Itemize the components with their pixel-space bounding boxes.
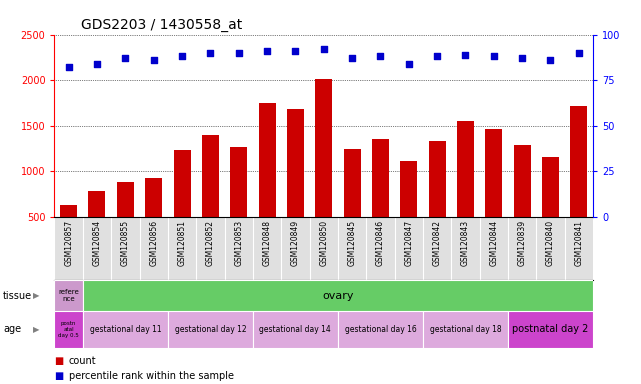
Bar bbox=[117, 182, 134, 263]
Point bbox=[121, 55, 131, 61]
Bar bbox=[513, 145, 531, 263]
Point bbox=[233, 50, 244, 56]
Point bbox=[205, 50, 215, 56]
Point bbox=[574, 50, 584, 56]
Point bbox=[404, 61, 414, 67]
Text: age: age bbox=[3, 324, 21, 334]
Point bbox=[375, 53, 385, 60]
Bar bbox=[508, 311, 593, 348]
Bar bbox=[287, 109, 304, 263]
Bar bbox=[344, 149, 360, 263]
Point bbox=[488, 53, 499, 60]
Bar bbox=[400, 161, 417, 263]
Bar bbox=[174, 151, 190, 263]
Text: ▶: ▶ bbox=[33, 291, 40, 300]
Text: GSM120857: GSM120857 bbox=[64, 220, 73, 266]
Bar bbox=[253, 311, 338, 348]
Text: GSM120850: GSM120850 bbox=[319, 220, 328, 266]
Text: GSM120852: GSM120852 bbox=[206, 220, 215, 266]
Bar bbox=[457, 121, 474, 263]
Point bbox=[149, 57, 159, 63]
Text: GSM120845: GSM120845 bbox=[347, 220, 356, 266]
Text: GSM120841: GSM120841 bbox=[574, 220, 583, 266]
Text: GSM120843: GSM120843 bbox=[461, 220, 470, 266]
Text: ■: ■ bbox=[54, 356, 63, 366]
Text: GSM120839: GSM120839 bbox=[517, 220, 526, 266]
Text: gestational day 12: gestational day 12 bbox=[174, 325, 246, 334]
Bar bbox=[60, 205, 77, 263]
Text: postn
atal
day 0.5: postn atal day 0.5 bbox=[58, 321, 79, 338]
Bar bbox=[54, 311, 83, 348]
Point bbox=[262, 48, 272, 54]
Text: refere
nce: refere nce bbox=[58, 289, 79, 302]
Text: gestational day 14: gestational day 14 bbox=[260, 325, 331, 334]
Bar bbox=[88, 190, 106, 263]
Bar bbox=[542, 157, 559, 263]
Text: ■: ■ bbox=[54, 371, 63, 381]
Text: GSM120855: GSM120855 bbox=[121, 220, 130, 266]
Bar bbox=[168, 311, 253, 348]
Text: GSM120849: GSM120849 bbox=[291, 220, 300, 266]
Text: percentile rank within the sample: percentile rank within the sample bbox=[69, 371, 233, 381]
Bar bbox=[230, 147, 247, 263]
Bar bbox=[570, 106, 587, 263]
Bar bbox=[202, 135, 219, 263]
Point bbox=[545, 57, 556, 63]
Bar bbox=[315, 79, 332, 263]
Bar bbox=[54, 280, 83, 311]
Text: postnatal day 2: postnatal day 2 bbox=[512, 324, 588, 334]
Bar bbox=[83, 311, 168, 348]
Text: GSM120848: GSM120848 bbox=[263, 220, 272, 266]
Text: tissue: tissue bbox=[3, 291, 32, 301]
Text: ovary: ovary bbox=[322, 291, 354, 301]
Text: gestational day 16: gestational day 16 bbox=[344, 325, 416, 334]
Point bbox=[63, 65, 74, 71]
Bar bbox=[429, 141, 445, 263]
Text: GSM120847: GSM120847 bbox=[404, 220, 413, 266]
Text: GDS2203 / 1430558_at: GDS2203 / 1430558_at bbox=[81, 18, 243, 32]
Text: GSM120844: GSM120844 bbox=[489, 220, 498, 266]
Bar bbox=[145, 178, 162, 263]
Point bbox=[460, 51, 470, 58]
Point bbox=[319, 46, 329, 52]
Point bbox=[92, 61, 102, 67]
Point bbox=[177, 53, 187, 60]
Text: GSM120854: GSM120854 bbox=[92, 220, 101, 266]
Text: GSM120842: GSM120842 bbox=[433, 220, 442, 266]
Bar bbox=[372, 139, 389, 263]
Bar bbox=[485, 129, 503, 263]
Text: GSM120846: GSM120846 bbox=[376, 220, 385, 266]
Point bbox=[290, 48, 301, 54]
Bar bbox=[258, 103, 276, 263]
Text: GSM120853: GSM120853 bbox=[234, 220, 243, 266]
Point bbox=[517, 55, 527, 61]
Text: gestational day 18: gestational day 18 bbox=[429, 325, 501, 334]
Text: gestational day 11: gestational day 11 bbox=[90, 325, 161, 334]
Text: ▶: ▶ bbox=[33, 325, 40, 334]
Text: GSM120840: GSM120840 bbox=[546, 220, 555, 266]
Bar bbox=[423, 311, 508, 348]
Point bbox=[347, 55, 357, 61]
Text: GSM120851: GSM120851 bbox=[178, 220, 187, 266]
Text: count: count bbox=[69, 356, 96, 366]
Bar bbox=[338, 311, 423, 348]
Text: GSM120856: GSM120856 bbox=[149, 220, 158, 266]
Point bbox=[432, 53, 442, 60]
